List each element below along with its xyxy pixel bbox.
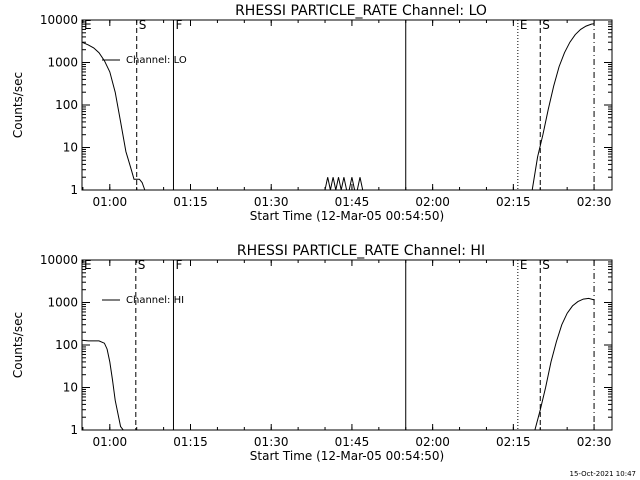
event-marker-label: S: [138, 258, 146, 272]
panel-hi-channel: RHESSI PARTICLE_RATE Channel: HI 01:00 01:…: [11, 243, 613, 463]
x-axis-label: Start Time (12-Mar-05 00:54:50): [250, 449, 444, 463]
event-marker-label: F: [175, 258, 182, 272]
y-axis-label: Counts/sec: [11, 312, 25, 378]
event-marker-label: E: [520, 18, 528, 32]
series-line: [534, 297, 595, 431]
x-tick-label: 02:15: [496, 195, 531, 209]
event-marker-label: S: [542, 258, 550, 272]
y-tick-label: 1: [70, 183, 78, 197]
x-tick-label: 01:45: [335, 435, 370, 449]
y-tick-label: 1000: [47, 296, 78, 310]
event-marker-label: E: [84, 18, 92, 32]
y-tick-label: 10000: [40, 253, 78, 267]
y-tick-label: 1000: [47, 56, 78, 70]
panel-lo-channel: RHESSI PARTICLE_RATE Channel: LO 01:00 01:…: [11, 3, 613, 223]
event-marker-label: E: [520, 258, 528, 272]
y-tick-label: 10: [63, 381, 78, 395]
x-tick-label: 02:15: [496, 435, 531, 449]
x-tick-label: 02:00: [415, 435, 450, 449]
event-marker-label: S: [139, 18, 147, 32]
x-tick-label: 01:00: [93, 435, 128, 449]
event-marker-label: E: [84, 258, 92, 272]
series-line: [531, 23, 595, 191]
series-line: [348, 177, 356, 191]
y-tick-label: 1: [70, 423, 78, 437]
x-tick-label: 01:30: [254, 435, 289, 449]
plot-frame: [81, 259, 613, 431]
y-tick-label: 100: [55, 98, 78, 112]
event-marker-label: S: [542, 18, 550, 32]
x-tick-label: 02:30: [577, 195, 612, 209]
x-tick-label: 02:00: [415, 195, 450, 209]
y-tick-label: 100: [55, 338, 78, 352]
x-axis-label: Start Time (12-Mar-05 00:54:50): [250, 209, 444, 223]
series-line: [324, 177, 348, 191]
series-line: [356, 177, 364, 191]
y-tick-label: 10000: [40, 13, 78, 27]
x-tick-label: 01:15: [173, 195, 208, 209]
x-tick-label: 02:30: [577, 435, 612, 449]
chart-title: RHESSI PARTICLE_RATE Channel: LO: [235, 3, 487, 19]
plot-frame: [81, 19, 613, 191]
x-tick-label: 01:30: [254, 195, 289, 209]
series-line: [81, 339, 124, 431]
footer-timestamp: 15-Oct-2021 10:47: [570, 470, 636, 478]
y-tick-label: 10: [63, 141, 78, 155]
y-axis-label: Counts/sec: [11, 72, 25, 138]
x-tick-label: 01:15: [173, 435, 208, 449]
chart-title: RHESSI PARTICLE_RATE Channel: HI: [237, 243, 485, 259]
x-tick-label: 01:45: [335, 195, 370, 209]
x-tick-label: 01:00: [93, 195, 128, 209]
legend-label: Channel: LO: [126, 55, 187, 66]
series-line: [81, 41, 146, 191]
event-marker-label: F: [175, 18, 182, 32]
legend-label: Channel: HI: [126, 295, 184, 306]
